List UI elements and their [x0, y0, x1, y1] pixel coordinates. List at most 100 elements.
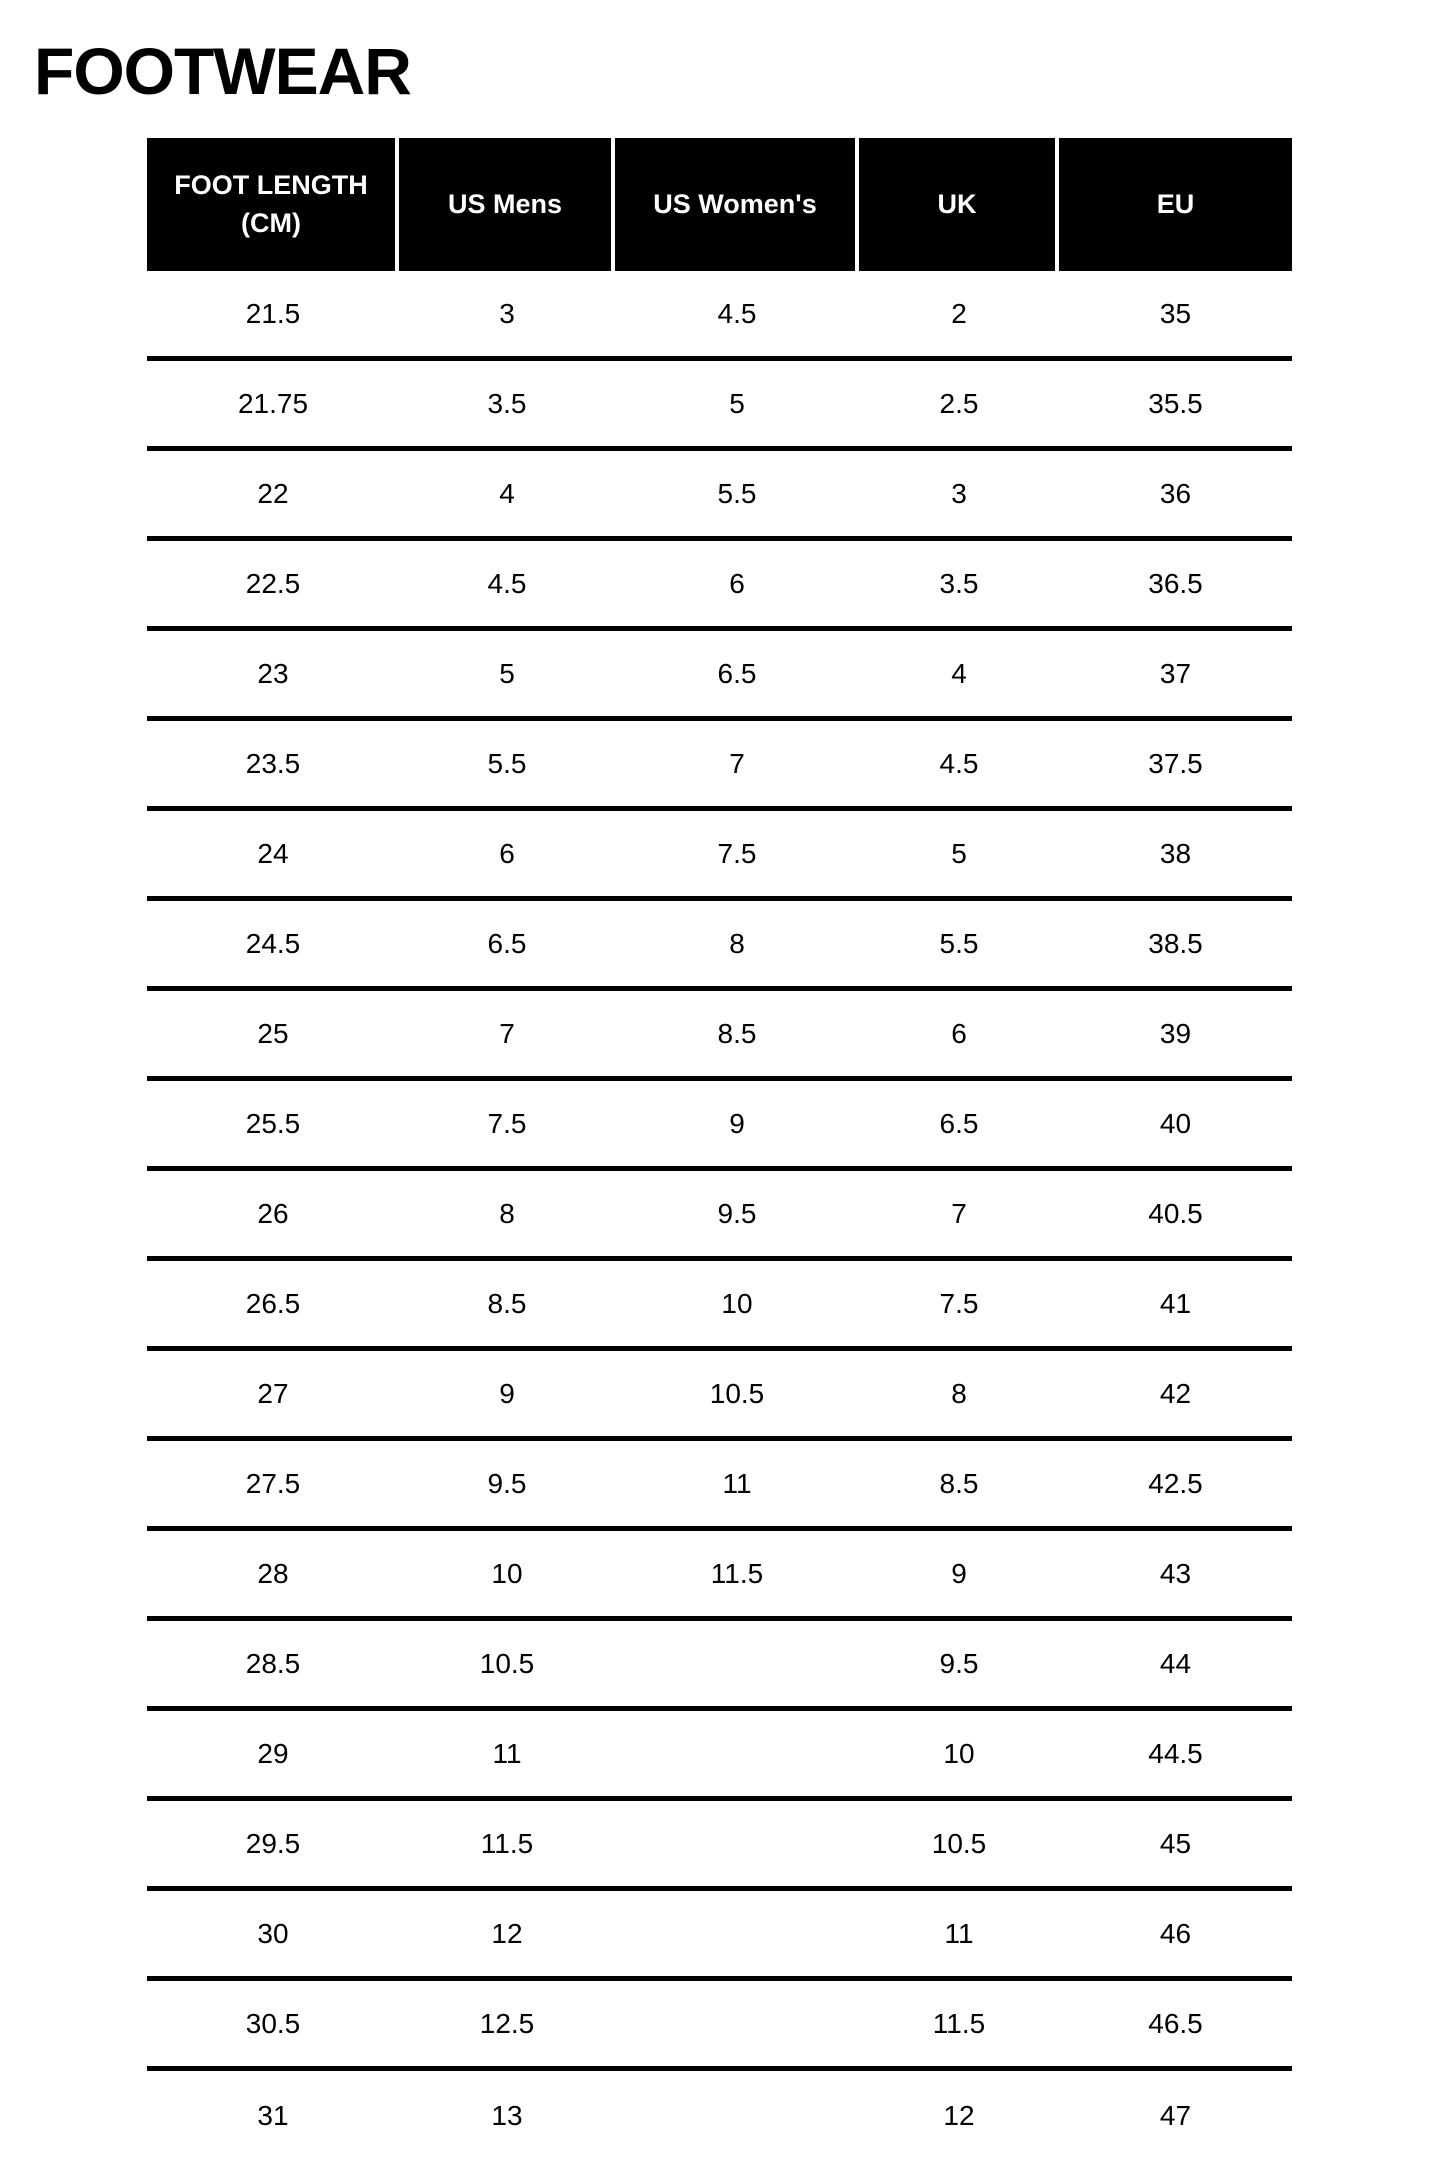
cell: 41: [1059, 1261, 1292, 1351]
cell: 9: [615, 1081, 859, 1171]
cell: 28: [147, 1531, 399, 1621]
table-row: 24.5 6.5 8 5.5 38.5: [147, 901, 1292, 991]
cell: 12: [859, 2071, 1059, 2160]
cell: 7: [859, 1171, 1059, 1261]
cell: 8: [859, 1351, 1059, 1441]
table-row: 25.5 7.5 9 6.5 40: [147, 1081, 1292, 1171]
table-row: 24 6 7.5 5 38: [147, 811, 1292, 901]
cell: [615, 1711, 859, 1801]
table-row: 30 12 11 46: [147, 1891, 1292, 1981]
cell: 9.5: [859, 1621, 1059, 1711]
cell: 3: [399, 271, 615, 361]
cell: 3.5: [399, 361, 615, 451]
cell: 40: [1059, 1081, 1292, 1171]
cell: 4: [399, 451, 615, 541]
cell: 22.5: [147, 541, 399, 631]
cell: 11.5: [615, 1531, 859, 1621]
table-row: 28.5 10.5 9.5 44: [147, 1621, 1292, 1711]
cell: [615, 1981, 859, 2071]
cell: 25.5: [147, 1081, 399, 1171]
table-header: FOOT LENGTH (CM) US Mens US Women's UK EU: [147, 138, 1292, 271]
cell: 11: [859, 1891, 1059, 1981]
cell: 24: [147, 811, 399, 901]
cell: 6: [615, 541, 859, 631]
cell: 5: [859, 811, 1059, 901]
size-conversion-table: FOOT LENGTH (CM) US Mens US Women's UK EU 21…: [147, 138, 1292, 2160]
cell: 21.75: [147, 361, 399, 451]
size-table-body: 21.5 3 4.5 2 35 21.75 3.5 5 2.5 35.5 22 4 5.5 3 36 22.5…: [147, 271, 1292, 2160]
cell: 13: [399, 2071, 615, 2160]
page-title: FOOTWEAR: [34, 34, 412, 108]
cell: 42: [1059, 1351, 1292, 1441]
cell: 45: [1059, 1801, 1292, 1891]
cell: 5.5: [615, 451, 859, 541]
cell: 11.5: [399, 1801, 615, 1891]
cell: 46: [1059, 1891, 1292, 1981]
cell: 10.5: [399, 1621, 615, 1711]
cell: 12.5: [399, 1981, 615, 2071]
cell: [615, 2071, 859, 2160]
cell: 27.5: [147, 1441, 399, 1531]
table-row: 26 8 9.5 7 40.5: [147, 1171, 1292, 1261]
cell: 6.5: [615, 631, 859, 721]
cell: 12: [399, 1891, 615, 1981]
cell: 35.5: [1059, 361, 1292, 451]
cell: 6: [859, 991, 1059, 1081]
cell: 8: [399, 1171, 615, 1261]
table-row: 30.5 12.5 11.5 46.5: [147, 1981, 1292, 2071]
cell: 37: [1059, 631, 1292, 721]
cell: 35: [1059, 271, 1292, 361]
cell: 36.5: [1059, 541, 1292, 631]
table-row: 22.5 4.5 6 3.5 36.5: [147, 541, 1292, 631]
cell: 21.5: [147, 271, 399, 361]
table-row: 26.5 8.5 10 7.5 41: [147, 1261, 1292, 1351]
cell: 25: [147, 991, 399, 1081]
cell: 6: [399, 811, 615, 901]
cell: 40.5: [1059, 1171, 1292, 1261]
cell: 11.5: [859, 1981, 1059, 2071]
cell: 9: [399, 1351, 615, 1441]
cell: 4.5: [859, 721, 1059, 811]
column-header: EU: [1059, 138, 1292, 271]
table-row: 29.5 11.5 10.5 45: [147, 1801, 1292, 1891]
cell: 7.5: [399, 1081, 615, 1171]
cell: 31: [147, 2071, 399, 2160]
cell: 44.5: [1059, 1711, 1292, 1801]
cell: 8.5: [859, 1441, 1059, 1531]
cell: 9.5: [615, 1171, 859, 1261]
table-row: 21.5 3 4.5 2 35: [147, 271, 1292, 361]
cell: 5: [399, 631, 615, 721]
cell: 42.5: [1059, 1441, 1292, 1531]
cell: 30.5: [147, 1981, 399, 2071]
cell: 36: [1059, 451, 1292, 541]
column-header: US Mens: [399, 138, 615, 271]
cell: 39: [1059, 991, 1292, 1081]
table-row: 23 5 6.5 4 37: [147, 631, 1292, 721]
cell: 23.5: [147, 721, 399, 811]
table-row: 21.75 3.5 5 2.5 35.5: [147, 361, 1292, 451]
cell: 28.5: [147, 1621, 399, 1711]
cell: 29.5: [147, 1801, 399, 1891]
cell: 4.5: [399, 541, 615, 631]
cell: 38.5: [1059, 901, 1292, 991]
cell: 26: [147, 1171, 399, 1261]
cell: 47: [1059, 2071, 1292, 2160]
cell: 5: [615, 361, 859, 451]
cell: 24.5: [147, 901, 399, 991]
cell: 5.5: [399, 721, 615, 811]
cell: 7.5: [859, 1261, 1059, 1351]
cell: 6.5: [859, 1081, 1059, 1171]
cell: 38: [1059, 811, 1292, 901]
table-row: 23.5 5.5 7 4.5 37.5: [147, 721, 1292, 811]
cell: 10.5: [615, 1351, 859, 1441]
cell: 29: [147, 1711, 399, 1801]
cell: [615, 1891, 859, 1981]
cell: 8.5: [615, 991, 859, 1081]
table-row: 25 7 8.5 6 39: [147, 991, 1292, 1081]
cell: 37.5: [1059, 721, 1292, 811]
cell: 9: [859, 1531, 1059, 1621]
cell: 10.5: [859, 1801, 1059, 1891]
cell: 7: [615, 721, 859, 811]
cell: 9.5: [399, 1441, 615, 1531]
cell: 5.5: [859, 901, 1059, 991]
